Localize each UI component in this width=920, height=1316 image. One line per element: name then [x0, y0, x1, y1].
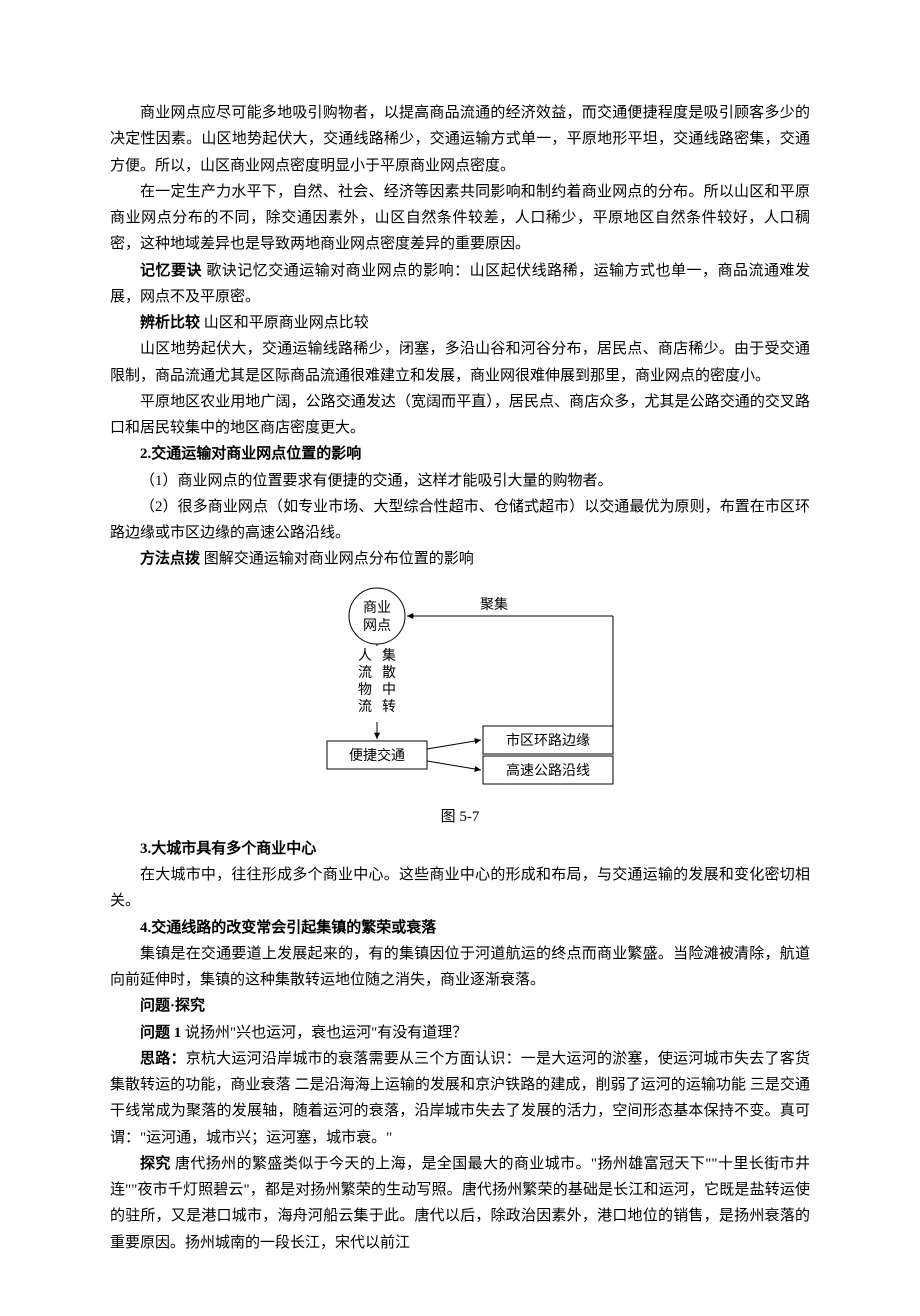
svg-text:商业: 商业 — [363, 600, 391, 616]
paragraph: 集镇是在交通要道上发展起来的，有的集镇因位于河道航运的终点而商业繁盛。当险滩被清… — [110, 941, 810, 994]
lead-body: 图解交通运输对商业网点分布位置的影响 — [200, 551, 474, 567]
svg-text:网点: 网点 — [363, 618, 391, 634]
svg-text:流: 流 — [358, 699, 372, 715]
svg-text:流: 流 — [358, 665, 372, 681]
lead-label: 思路： — [140, 1051, 186, 1067]
lead-label: 问题 1 — [140, 1025, 181, 1041]
lead-body: 唐代扬州的繁盛类似于今天的上海，是全国最大的商业城市。"扬州雄富冠天下""十里长… — [110, 1156, 810, 1251]
paragraph: 商业网点应尽可能多地吸引购物者，以提高商品流通的经济效益，而交通便捷程度是吸引顾… — [110, 100, 810, 179]
svg-text:集: 集 — [382, 647, 396, 664]
lead-label: 辨析比较 — [140, 315, 200, 331]
svg-text:转: 转 — [382, 699, 396, 715]
heading-4: 4.交通线路的改变常会引起集镇的繁荣或衰落 — [110, 915, 810, 941]
lead-body: 说扬州"兴也运河，衰也运河"有没有道理？ — [181, 1025, 467, 1041]
answer-thinking: 思路：京杭大运河沿岸城市的衰落需要从三个方面认识：一是大运河的淤塞，使运河城市失… — [110, 1046, 810, 1151]
svg-text:散: 散 — [382, 665, 396, 681]
paragraph-method: 方法点拨 图解交通运输对商业网点分布位置的影响 — [110, 546, 810, 572]
inquiry: 探究 唐代扬州的繁盛类似于今天的上海，是全国最大的商业城市。"扬州雄富冠天下""… — [110, 1151, 810, 1256]
lead-body: 山区和平原商业网点比较 — [200, 315, 369, 331]
paragraph: （1）商业网点的位置要求有便捷的交通，这样才能吸引大量的购物者。 — [110, 468, 810, 494]
heading-inquiry: 问题·探究 — [110, 993, 810, 1019]
svg-text:聚集: 聚集 — [480, 596, 508, 613]
svg-text:市区环路边缘: 市区环路边缘 — [506, 732, 590, 749]
diagram-svg: 商业网点聚集人流物流集散中转便捷交通市区环路边缘高速公路沿线 — [285, 581, 635, 796]
figure-caption: 图 5-7 — [110, 804, 810, 830]
lead-label: 记忆要诀 — [140, 263, 202, 279]
diagram-5-7: 商业网点聚集人流物流集散中转便捷交通市区环路边缘高速公路沿线 — [110, 581, 810, 796]
lead-body: 歌诀记忆交通运输对商业网点的影响：山区起伏线路稀，运输方式也单一，商品流通难发展… — [110, 263, 810, 305]
svg-text:高速公路沿线: 高速公路沿线 — [506, 762, 590, 779]
svg-text:物: 物 — [358, 682, 372, 698]
lead-label: 探究 — [140, 1156, 171, 1172]
paragraph: 山区地势起伏大，交通运输线路稀少，闭塞，多沿山谷和河谷分布，居民点、商店稀少。由… — [110, 336, 810, 389]
paragraph-memory-tip: 记忆要诀 歌诀记忆交通运输对商业网点的影响：山区起伏线路稀，运输方式也单一，商品… — [110, 258, 810, 311]
svg-text:中: 中 — [382, 682, 396, 698]
paragraph: （2）很多商业网点（如专业市场、大型综合性超市、仓储式超市）以交通最优为原则，布… — [110, 494, 810, 547]
paragraph: 在大城市中，往往形成多个商业中心。这些商业中心的形成和布局，与交通运输的发展和变… — [110, 862, 810, 915]
heading-2: 2.交通运输对商业网点位置的影响 — [110, 441, 810, 467]
question-1: 问题 1 说扬州"兴也运河，衰也运河"有没有道理？ — [110, 1020, 810, 1046]
svg-text:人: 人 — [358, 648, 372, 664]
heading-3: 3.大城市具有多个商业中心 — [110, 836, 810, 862]
lead-body: 京杭大运河沿岸城市的衰落需要从三个方面认识：一是大运河的淤塞，使运河城市失去了客… — [110, 1051, 810, 1146]
paragraph: 在一定生产力水平下，自然、社会、经济等因素共同影响和制约着商业网点的分布。所以山… — [110, 179, 810, 258]
svg-text:便捷交通: 便捷交通 — [349, 747, 405, 764]
lead-label: 方法点拨 — [140, 551, 200, 567]
paragraph-compare-heading: 辨析比较 山区和平原商业网点比较 — [110, 310, 810, 336]
paragraph: 平原地区农业用地广阔，公路交通发达（宽阔而平直），居民点、商店众多，尤其是公路交… — [110, 389, 810, 442]
